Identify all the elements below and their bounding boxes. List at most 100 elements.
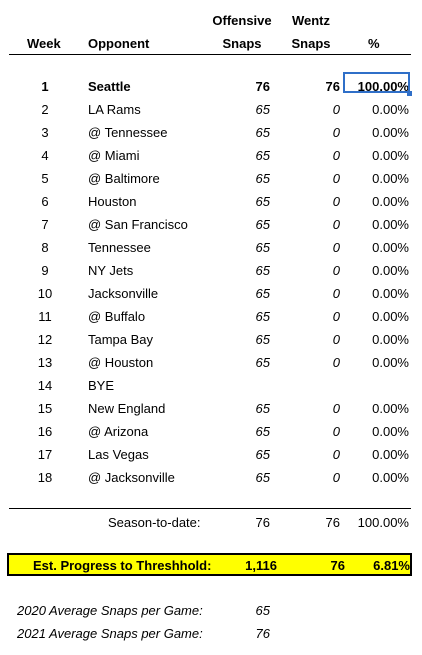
- wentz-snaps-cell: 0: [332, 125, 340, 140]
- week-cell: 18: [37, 470, 53, 485]
- selected-cell-border[interactable]: [343, 72, 410, 93]
- wentz-snaps-cell: 0: [332, 171, 340, 186]
- opponent-cell: @ Arizona: [88, 424, 149, 439]
- pct-cell[interactable]: 0.00%: [372, 424, 409, 439]
- fill-handle[interactable]: [407, 91, 412, 96]
- opponent-cell: @ Jacksonville: [88, 470, 175, 485]
- pct-cell[interactable]: 0.00%: [372, 286, 409, 301]
- offensive-snaps-cell: 65: [255, 125, 270, 140]
- offensive-snaps-cell: 65: [255, 217, 270, 232]
- season-divider: [9, 508, 411, 509]
- opponent-cell: Jacksonville: [88, 286, 159, 301]
- pct-cell[interactable]: 0.00%: [372, 148, 409, 163]
- progress-label: Est. Progress to Threshhold:: [33, 558, 212, 573]
- week-cell: 17: [37, 447, 53, 462]
- wentz-snaps-cell: 0: [332, 309, 340, 324]
- wentz-snaps-cell: 0: [332, 194, 340, 209]
- offensive-snaps-cell: 65: [255, 102, 270, 117]
- offensive-snaps-cell: 65: [255, 240, 270, 255]
- table-row: 14 BYE: [0, 374, 422, 397]
- offensive-snaps-cell: 65: [255, 355, 270, 370]
- pct-cell[interactable]: 0.00%: [372, 309, 409, 324]
- pct-cell[interactable]: 0.00%: [372, 240, 409, 255]
- pct-cell[interactable]: 0.00%: [372, 401, 409, 416]
- wentz-snaps-cell: 0: [332, 148, 340, 163]
- header-wentz-line1: Wentz: [291, 13, 331, 28]
- season-wentz-snaps: 76: [325, 515, 340, 530]
- avg-2020-value: 65: [255, 603, 270, 618]
- table-row: 16 @ Arizona 65 0 0.00%: [0, 420, 422, 443]
- table-row: 11 @ Buffalo 65 0 0.00%: [0, 305, 422, 328]
- offensive-snaps-cell: 65: [255, 424, 270, 439]
- header-wentz-line2: Snaps: [291, 36, 331, 51]
- opponent-cell: @ Tennessee: [88, 125, 168, 140]
- opponent-cell: Seattle: [88, 79, 131, 94]
- pct-cell[interactable]: 0.00%: [372, 102, 409, 117]
- season-label: Season-to-date:: [108, 515, 201, 530]
- opponent-cell: LA Rams: [88, 102, 141, 117]
- pct-cell[interactable]: 0.00%: [372, 447, 409, 462]
- wentz-snaps-cell: 0: [332, 286, 340, 301]
- opponent-cell: @ Baltimore: [88, 171, 160, 186]
- table-row: 4 @ Miami 65 0 0.00%: [0, 144, 422, 167]
- header-divider: [9, 54, 411, 55]
- opponent-cell: Las Vegas: [88, 447, 149, 462]
- opponent-cell: New England: [88, 401, 166, 416]
- avg-2021-value: 76: [255, 626, 270, 641]
- offensive-snaps-cell: 65: [255, 470, 270, 485]
- week-cell: 6: [41, 194, 49, 209]
- pct-cell[interactable]: 0.00%: [372, 332, 409, 347]
- header-pct: %: [368, 36, 380, 51]
- opponent-cell: @ Miami: [88, 148, 140, 163]
- pct-cell[interactable]: 0.00%: [372, 171, 409, 186]
- wentz-snaps-cell: 0: [332, 102, 340, 117]
- avg-2021-label: 2021 Average Snaps per Game:: [17, 626, 203, 641]
- pct-cell[interactable]: 0.00%: [372, 355, 409, 370]
- pct-cell[interactable]: 0.00%: [372, 470, 409, 485]
- progress-off-snaps: 1,116: [245, 558, 277, 573]
- offensive-snaps-cell: 65: [255, 171, 270, 186]
- table-row: 13 @ Houston 65 0 0.00%: [0, 351, 422, 374]
- table-row: 18 @ Jacksonville 65 0 0.00%: [0, 466, 422, 489]
- week-cell: 5: [41, 171, 49, 186]
- offensive-snaps-cell: 65: [255, 148, 270, 163]
- table-row: 2 LA Rams 65 0 0.00%: [0, 98, 422, 121]
- wentz-snaps-cell: 0: [332, 470, 340, 485]
- wentz-snaps-cell: 0: [332, 447, 340, 462]
- week-cell: 7: [41, 217, 49, 232]
- week-cell: 15: [37, 401, 53, 416]
- week-cell: 2: [41, 102, 49, 117]
- offensive-snaps-cell: 65: [255, 194, 270, 209]
- header-offensive-line1: Offensive: [212, 13, 272, 28]
- offensive-snaps-cell: 65: [255, 447, 270, 462]
- wentz-snaps-cell: 0: [332, 332, 340, 347]
- offensive-snaps-cell: 65: [255, 263, 270, 278]
- week-cell: 12: [37, 332, 53, 347]
- wentz-snaps-cell: 0: [332, 401, 340, 416]
- table-row: 3 @ Tennessee 65 0 0.00%: [0, 121, 422, 144]
- pct-cell[interactable]: 0.00%: [372, 263, 409, 278]
- table-row: 7 @ San Francisco 65 0 0.00%: [0, 213, 422, 236]
- progress-row: Est. Progress to Threshhold: 1,116 76 6.…: [7, 553, 412, 576]
- table-row: 10 Jacksonville 65 0 0.00%: [0, 282, 422, 305]
- header-offensive-line2: Snaps: [222, 36, 262, 51]
- week-cell: 14: [37, 378, 53, 393]
- wentz-snaps-cell: 0: [332, 263, 340, 278]
- pct-cell[interactable]: 0.00%: [372, 217, 409, 232]
- opponent-cell: Houston: [88, 194, 137, 209]
- season-pct: 100.00%: [357, 515, 409, 530]
- pct-cell[interactable]: 0.00%: [372, 125, 409, 140]
- opponent-cell: BYE: [88, 378, 115, 393]
- progress-wentz-snaps: 76: [330, 558, 345, 573]
- header-week: Week: [27, 36, 61, 51]
- table-row: 1 Seattle 76 76 100.00%: [0, 75, 422, 98]
- wentz-snaps-cell: 0: [332, 240, 340, 255]
- offensive-snaps-cell: 76: [255, 79, 270, 94]
- week-cell: 10: [37, 286, 53, 301]
- week-cell: 8: [41, 240, 49, 255]
- opponent-cell: @ San Francisco: [88, 217, 188, 232]
- pct-cell[interactable]: 100.00%: [357, 79, 409, 94]
- progress-pct: 6.81%: [373, 558, 410, 573]
- pct-cell[interactable]: 0.00%: [372, 194, 409, 209]
- opponent-cell: @ Buffalo: [88, 309, 146, 324]
